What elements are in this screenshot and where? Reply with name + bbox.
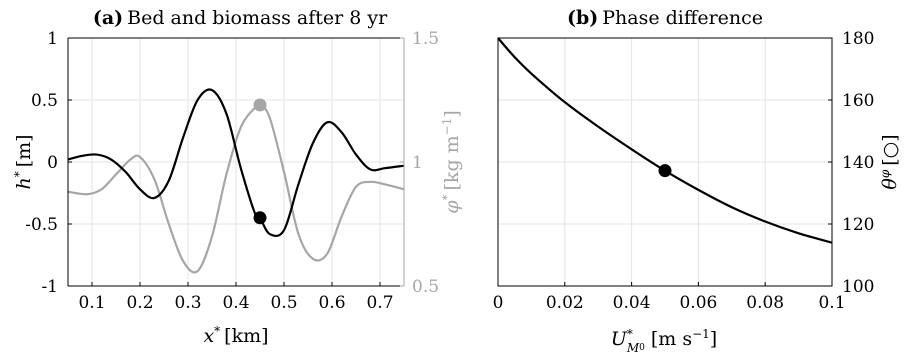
panel-a-ytick-left-label: -1 bbox=[41, 277, 58, 297]
panel-a-ytick-left-label: -0.5 bbox=[25, 215, 58, 235]
panel-a-xtick-label: 0.6 bbox=[318, 293, 345, 313]
panel-a-ylabel-right: φ*[kg m−1] bbox=[440, 110, 463, 214]
panel-a-ytick-right-label: 1.5 bbox=[412, 29, 439, 49]
panel-b-title: (b) Phase difference bbox=[567, 7, 763, 29]
phase-difference-line bbox=[497, 37, 833, 244]
panel-a-xtick-label: 0.4 bbox=[222, 293, 249, 313]
panel-b-markers bbox=[658, 164, 672, 178]
bed-marker bbox=[253, 211, 267, 225]
panel-b-series bbox=[497, 37, 833, 244]
panel-b-ylabel: θφ[○] bbox=[878, 134, 901, 189]
panel-a-ytick-left-label: 1 bbox=[47, 29, 58, 49]
panel-a-xtick-label: 0.7 bbox=[366, 293, 393, 313]
panel-a-ylabel-left: h*[m] bbox=[12, 134, 35, 189]
phase-marker bbox=[658, 164, 672, 178]
panel-b-ytick-label: 140 bbox=[842, 153, 874, 173]
panel-a-ticks: 0.1 0.2 0.3 0.4 0.5 0.6 0.7 -1 -0.5 0 0.5 1 0.5 1 1.5 bbox=[25, 29, 439, 313]
panel-b-xtick-label: 0.02 bbox=[546, 293, 584, 313]
panel-b-xtick-label: 0.08 bbox=[746, 293, 784, 313]
biomass-line bbox=[67, 102, 405, 274]
panel-a-xtick-label: 0.2 bbox=[126, 293, 153, 313]
biomass-marker bbox=[253, 98, 267, 112]
panel-b-ytick-label: 120 bbox=[842, 215, 874, 235]
panel-a: 0.1 0.2 0.3 0.4 0.5 0.6 0.7-1-0.500.510.511.5 … bbox=[12, 7, 463, 347]
panel-b-xlabel: U* M0 [m s−1] bbox=[611, 327, 717, 355]
panel-b-xtick-label: 0.1 bbox=[818, 293, 845, 313]
panel-b-ytick-label: 180 bbox=[842, 29, 874, 49]
panel-b-xtick-label: 0 bbox=[493, 293, 504, 313]
panel-b-xtick-label: 0.04 bbox=[613, 293, 651, 313]
panel-a-ytick-left-label: 0 bbox=[47, 153, 58, 173]
panel-a-xtick-label: 0.5 bbox=[270, 293, 297, 313]
panel-a-ytick-right-label: 0.5 bbox=[412, 277, 439, 297]
panel-a-title: (a) Bed and biomass after 8 yr bbox=[93, 7, 388, 29]
panel-a-markers bbox=[253, 98, 267, 225]
panel-a-series bbox=[67, 88, 405, 274]
panel-a-ytick-left-label: 0.5 bbox=[31, 91, 58, 111]
panel-a-xtick-label: 0.3 bbox=[174, 293, 201, 313]
panel-b-ytick-label: 100 bbox=[842, 277, 874, 297]
panel-a-xlabel: x* [km] bbox=[203, 324, 268, 347]
panel-b-ytick-label: 160 bbox=[842, 91, 874, 111]
panel-a-xtick-label: 0.1 bbox=[78, 293, 105, 313]
bed-line bbox=[67, 88, 405, 238]
panel-a-ytick-right-label: 1 bbox=[412, 153, 423, 173]
panel-b-xtick-label: 0.06 bbox=[679, 293, 717, 313]
